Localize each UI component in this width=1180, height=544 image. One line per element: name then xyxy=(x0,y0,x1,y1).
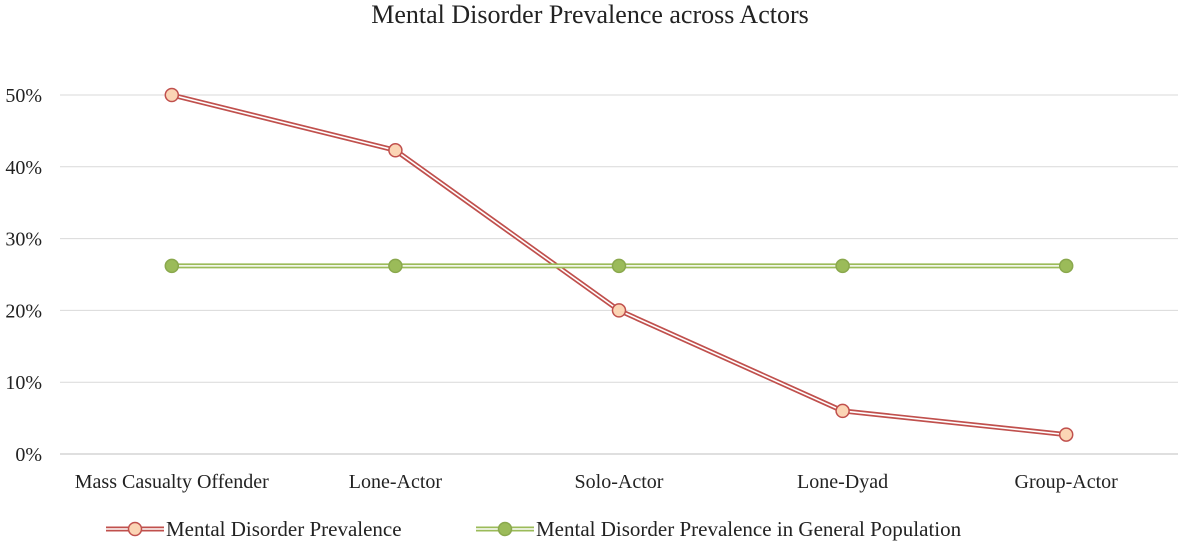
data-point xyxy=(1058,427,1074,442)
y-tick-label: 50% xyxy=(5,85,42,107)
legend: Mental Disorder Prevalence Mental Disord… xyxy=(0,515,1180,543)
x-tick-label: Lone-Actor xyxy=(349,471,443,493)
x-axis-ticks: Mass Casualty Offender Lone-Actor Solo-Act… xyxy=(75,471,1118,493)
legend-label-series-1: Mental Disorder Prevalence in General Po… xyxy=(536,516,962,541)
y-tick-label: 40% xyxy=(5,157,42,179)
y-tick-label: 20% xyxy=(5,300,42,322)
data-point xyxy=(388,143,403,158)
x-tick-label: Lone-Dyad xyxy=(797,471,888,493)
legend-label-series-0: Mental Disorder Prevalence xyxy=(166,516,402,541)
data-point xyxy=(835,258,850,274)
y-tick-label: 0% xyxy=(15,444,42,466)
x-tick-label: Mass Casualty Offender xyxy=(75,471,269,493)
legend-item-series-1[interactable]: Mental Disorder Prevalence in General Po… xyxy=(474,515,961,543)
chart-title: Mental Disorder Prevalence across Actors xyxy=(371,0,809,29)
legend-item-series-0[interactable]: Mental Disorder Prevalence xyxy=(104,515,402,543)
y-tick-label: 30% xyxy=(5,229,42,251)
y-tick-label: 10% xyxy=(5,372,42,394)
gridlines xyxy=(60,94,1178,455)
data-point xyxy=(1058,258,1074,274)
data-point xyxy=(835,403,850,419)
data-point xyxy=(388,258,403,274)
series-markers xyxy=(164,87,1074,442)
legend-swatch-series-1 xyxy=(476,521,534,537)
plot-area: 0% 10% 20% 30% 40% 50% Mass Casualty Offender… xyxy=(5,85,1178,493)
data-point xyxy=(164,258,180,274)
data-point xyxy=(164,87,180,103)
y-axis-ticks: 0% 10% 20% 30% 40% 50% xyxy=(5,85,42,466)
data-point xyxy=(611,303,627,318)
data-point xyxy=(611,258,627,274)
legend-swatch-series-0 xyxy=(106,521,164,537)
x-tick-label: Group-Actor xyxy=(1015,471,1119,493)
x-tick-label: Solo-Actor xyxy=(575,471,664,493)
